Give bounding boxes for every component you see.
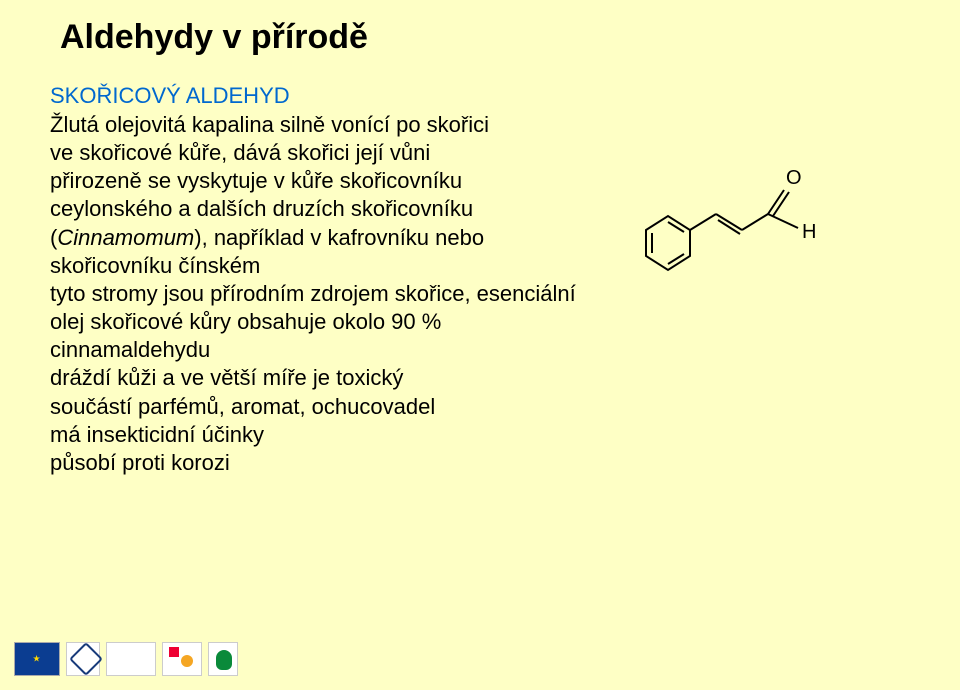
atom-o-label: O bbox=[786, 167, 802, 189]
cinnamaldehyde-structure: O H bbox=[610, 160, 850, 310]
subheading: SKOŘICOVÝ ALDEHYD bbox=[50, 83, 960, 109]
line-4: tyto stromy jsou přírodním zdrojem skoři… bbox=[50, 280, 590, 364]
atom-h-label: H bbox=[802, 221, 816, 243]
page-title: Aldehydy v přírodě bbox=[60, 18, 960, 57]
body-text: Žlutá olejovitá kapalina silně vonící po… bbox=[50, 111, 590, 477]
line-6: součástí parfémů, aromat, ochucovadel bbox=[50, 393, 590, 421]
line-3-italic: Cinnamomum bbox=[57, 225, 194, 250]
op-vk-logo-icon bbox=[162, 642, 202, 676]
line-5: dráždí kůži a ve větší míře je toxický bbox=[50, 364, 590, 392]
line-2: ve skořicové kůře, dává skořici její vůn… bbox=[50, 139, 590, 167]
line-8: působí proti korozi bbox=[50, 449, 590, 477]
eu-flag-icon bbox=[14, 642, 60, 676]
footer-logos bbox=[14, 642, 238, 676]
line-1: Žlutá olejovitá kapalina silně vonící po… bbox=[50, 111, 590, 139]
line-7: má insekticidní účinky bbox=[50, 421, 590, 449]
green-shield-logo-icon bbox=[208, 642, 238, 676]
esf-logo-icon bbox=[66, 642, 100, 676]
line-3: přirozeně se vyskytuje v kůře skořicovní… bbox=[50, 167, 590, 280]
msmt-logo-icon bbox=[106, 642, 156, 676]
